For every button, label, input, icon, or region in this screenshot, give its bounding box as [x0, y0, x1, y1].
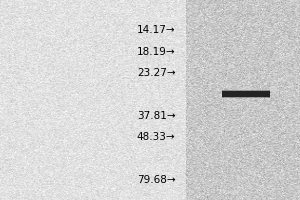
Bar: [222, 91, 270, 97]
Text: 14.17→: 14.17→: [137, 25, 176, 35]
Text: 18.19→: 18.19→: [137, 47, 176, 57]
Text: 23.27→: 23.27→: [137, 68, 176, 78]
Text: 48.33→: 48.33→: [137, 132, 176, 142]
Text: 37.81→: 37.81→: [137, 111, 176, 121]
Text: 79.68→: 79.68→: [137, 175, 176, 185]
Bar: [222, 90, 270, 98]
